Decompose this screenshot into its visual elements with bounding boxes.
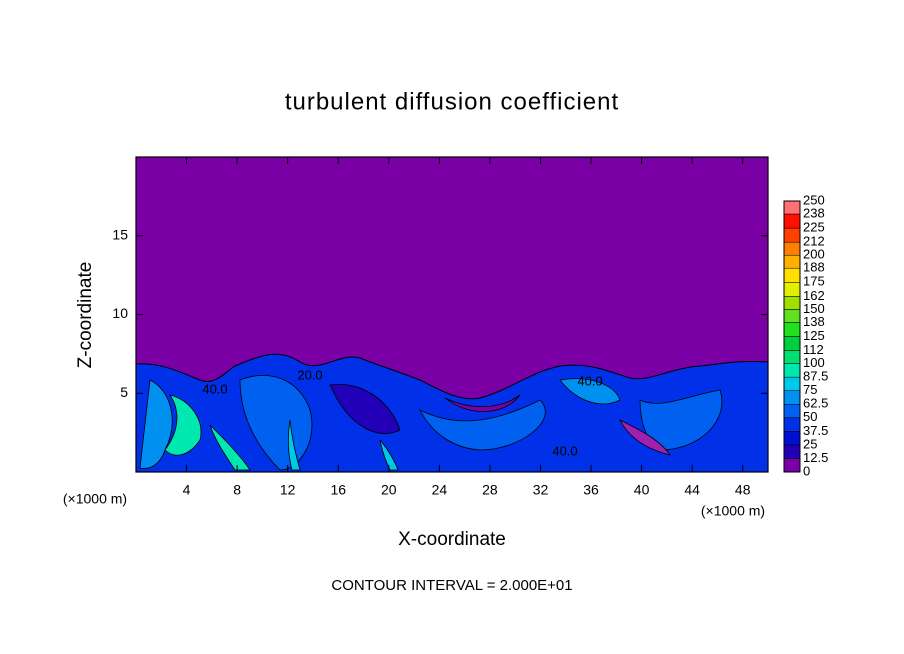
colorbar-label: 100 (803, 355, 825, 370)
x-unit: (×1000 m) (701, 503, 765, 519)
chart-title: turbulent diffusion coefficient (285, 88, 619, 115)
colorbar-label: 150 (803, 301, 825, 316)
contour-label: 40.0 (202, 381, 227, 396)
x-tick-label: 4 (183, 482, 191, 498)
y-tick-label: 10 (112, 305, 128, 321)
colorbar-frame (783, 200, 801, 473)
y-tick-label: 5 (120, 384, 128, 400)
x-tick-label: 24 (432, 482, 448, 498)
colorbar-label: 112 (803, 342, 824, 357)
colorbar-label: 12.5 (803, 450, 828, 465)
x-tick-label: 16 (330, 482, 346, 498)
field-region (287, 419, 301, 471)
colorbar-label: 212 (803, 234, 825, 249)
x-tick-label: 44 (684, 482, 700, 498)
colorbar-band (783, 404, 801, 419)
colorbar-band (783, 200, 801, 215)
field-region (559, 378, 621, 405)
colorbar-band (783, 213, 801, 229)
contour-label: 40.0 (552, 443, 577, 458)
colorbar-band (783, 309, 801, 323)
colorbar-band (783, 241, 801, 256)
x-tick-label: 8 (233, 482, 241, 498)
x-tick-label: 40 (634, 482, 650, 498)
x-tick-label: 32 (533, 482, 549, 498)
colorbar-label: 238 (803, 205, 825, 220)
x-axis-label: X-coordinate (398, 529, 506, 550)
colorbar-band (783, 458, 801, 473)
colorbar-band (783, 336, 801, 351)
colorbar-band (783, 350, 801, 364)
x-tick-label: 48 (735, 482, 751, 498)
field-region (164, 394, 202, 456)
x-tick-label: 12 (280, 482, 296, 498)
field-region (329, 383, 401, 434)
colorbar-band (783, 296, 801, 310)
field (135, 157, 769, 473)
field-region (209, 424, 251, 471)
colorbar-label: 188 (803, 260, 825, 275)
colorbar-label: 50 (803, 409, 817, 424)
colorbar-band (783, 376, 801, 391)
y-axis-label: Z-coordinate (75, 262, 96, 369)
colorbar-band (783, 254, 801, 269)
colorbar-label: 162 (803, 288, 825, 303)
colorbar-band (783, 227, 801, 243)
colorbar-label: 62.5 (803, 396, 828, 411)
contour-label: 40.0 (577, 373, 602, 388)
colorbar-label: 225 (803, 220, 825, 235)
colorbar-label: 0 (803, 463, 810, 478)
colorbar-band (783, 267, 801, 283)
contour-label: 20.0 (297, 367, 322, 382)
x-tick-label: 28 (482, 482, 498, 498)
colorbar-label: 87.5 (803, 369, 828, 384)
colorbar-label: 138 (803, 314, 825, 329)
colorbar-band (783, 417, 801, 432)
colorbar-band (783, 322, 801, 337)
x-tick-label: 36 (583, 482, 599, 498)
colorbar-label: 25 (803, 436, 817, 451)
x-unit: (×1000 m) (63, 491, 127, 507)
field-region (444, 394, 521, 412)
colorbar-label: 125 (803, 328, 825, 343)
y-tick-label: 15 (112, 226, 128, 242)
colorbar-band (783, 431, 801, 446)
colorbar-label: 37.5 (803, 423, 828, 438)
x-tick-label: 20 (381, 482, 397, 498)
colorbar-label: 75 (803, 382, 817, 397)
field-region (419, 399, 546, 451)
colorbar-label: 175 (803, 274, 825, 289)
field-region (619, 419, 671, 456)
colorbar-band (783, 444, 801, 459)
colorbar-band (783, 363, 801, 378)
colorbar-label: 200 (803, 247, 825, 262)
field-region (379, 439, 399, 471)
colorbar-label: 250 (803, 192, 825, 207)
colorbar-band (783, 390, 801, 405)
colorbar-band (783, 282, 801, 297)
footer: CONTOUR INTERVAL = 2.000E+01 (331, 577, 572, 594)
